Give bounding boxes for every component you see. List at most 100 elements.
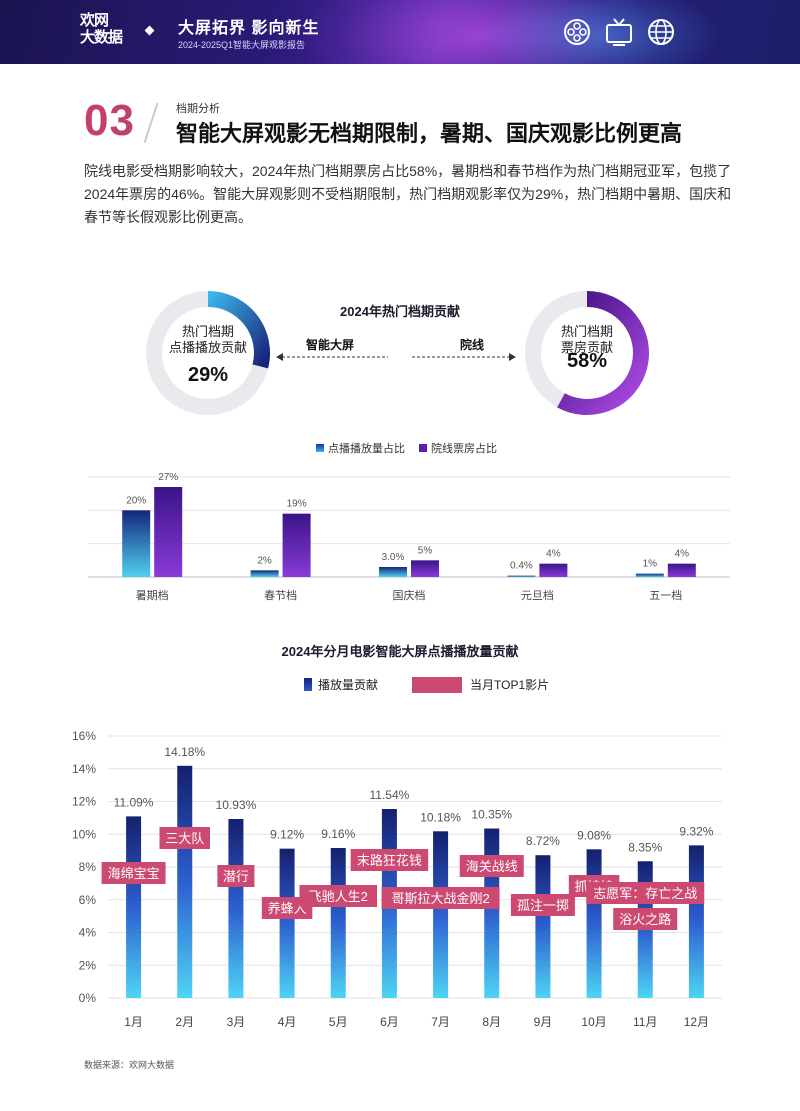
y-tick-label: 8% — [79, 860, 97, 874]
donut-left-value: 29% — [187, 364, 229, 386]
y-tick-label: 14% — [72, 762, 96, 776]
bar-vod — [122, 510, 151, 577]
top1-film-label: 末路狂花钱 — [357, 853, 422, 868]
bar-value-label: 4% — [675, 549, 690, 560]
bar-value-label: 9.08% — [577, 828, 611, 842]
y-tick-label: 12% — [72, 795, 96, 809]
bar-value-label: 20% — [126, 495, 146, 506]
top1-film-label: 养蜂人 — [268, 901, 307, 916]
x-tick-label: 国庆档 — [393, 588, 426, 602]
header-banner: 欢网 大数据 大屏拓界 影向新生 2024-2025Q1智能大屏观影报告 — [0, 0, 800, 64]
x-tick-label: 7月 — [431, 1015, 450, 1029]
bar-value-label: 2% — [257, 555, 272, 566]
section-divider — [143, 102, 159, 144]
top1-film-tag — [586, 882, 705, 904]
top1-film-tag — [613, 908, 678, 930]
bar-value-label: 11.09% — [114, 795, 154, 809]
donut-right-value: 58% — [566, 350, 608, 372]
x-tick-label: 4月 — [278, 1015, 297, 1029]
top1-film-label: 潜行 — [223, 869, 249, 884]
chart1-bars: 20% 27% 暑期档 2% 19% 春节档 3.0% 5% 国庆档 0.4% 4% 元旦档 1% 4% 五… — [122, 472, 696, 602]
top1-film-label: 三大队 — [165, 831, 204, 846]
top1-film-label: 海关战线 — [466, 859, 518, 874]
chart1-legend: 点播播放量占比 院线票房占比 — [316, 440, 511, 456]
section-title: 智能大屏观影无档期限制，暑期、国庆观影比例更高 — [176, 121, 683, 146]
x-tick-label: 元旦档 — [521, 588, 554, 602]
x-tick-label: 3月 — [227, 1015, 246, 1029]
y-tick-label: 4% — [79, 926, 97, 940]
chart2-film-tags: 海绵宝宝三大队潜行养蜂人飞驰人生2末路狂花钱哥斯拉大战金刚2海关战线孤注一掷抓娃… — [101, 827, 705, 930]
x-tick-label: 2月 — [175, 1015, 194, 1029]
bar-value-label: 14.18% — [164, 745, 205, 759]
donut-chart-left — [146, 291, 270, 415]
bar-vod — [250, 570, 279, 577]
bar-value-label: 5% — [418, 545, 433, 556]
legend-item-vod: 点播播放量占比 — [316, 440, 405, 456]
bar-vod — [379, 567, 407, 577]
donut-left-label: 热门档期 点播播放贡献 — [168, 324, 247, 355]
month-bar — [484, 828, 500, 998]
season-bar-chart: 20% 27% 暑期档 2% 19% 春节档 3.0% 5% 国庆档 0.4% 4% 元旦档 1% 4% 五… — [88, 472, 730, 602]
x-tick-label: 12月 — [684, 1015, 709, 1029]
legend-swatch-top1 — [412, 676, 462, 693]
intro-paragraph: 院线电影受档期影响较大，2024年热门档期票房占比58%，暑期档和春节档作为热门… — [84, 163, 732, 225]
monthly-bar-chart: 0% 2% 4% 6% 8% 10% 12% 14% 16% 11.09% 1月 14.18% 2月 1… — [72, 729, 722, 1029]
chart1-gridlines — [88, 476, 730, 578]
chart2-legend-series: 播放量贡献 — [304, 676, 378, 693]
top1-film-tag — [510, 894, 575, 916]
x-tick-label: 6月 — [380, 1015, 399, 1029]
month-bar — [279, 848, 295, 998]
tv-icon — [606, 18, 632, 46]
section-number: 03 — [84, 96, 135, 145]
arrow-right-icon — [412, 353, 516, 361]
brand-logo: 欢网 大数据 — [80, 12, 123, 46]
arrow-left-label: 智能大屏 — [306, 338, 355, 352]
top1-film-label: 哥斯拉大战金刚2 — [391, 891, 489, 906]
month-bar — [177, 765, 193, 998]
chart2-legend-top1: 当月TOP1影片 — [412, 676, 549, 693]
bar-value-label: 9.16% — [321, 827, 355, 841]
bar-boxoffice — [154, 487, 183, 577]
legend-swatch-boxoffice — [419, 444, 427, 452]
bar-value-label: 27% — [158, 472, 178, 483]
bar-boxoffice — [539, 563, 568, 577]
chart2-gridlines: 0% 2% 4% 6% 8% 10% 12% 14% 16% — [72, 729, 722, 1005]
arrow-left-icon — [276, 353, 388, 361]
top1-film-tag — [459, 855, 524, 877]
top1-film-tag — [101, 862, 166, 884]
bar-value-label: 8.72% — [526, 834, 560, 848]
bar-value-label: 4% — [546, 549, 561, 560]
y-tick-label: 0% — [79, 991, 97, 1005]
bar-value-label: 9.12% — [270, 828, 304, 842]
bar-vod — [507, 575, 536, 577]
banner-glow-2 — [470, 0, 730, 64]
top1-film-label: 孤注一掷 — [517, 898, 569, 913]
banner-glow — [300, 0, 660, 64]
bar-vod — [635, 573, 664, 577]
top1-film-label: 浴火之路 — [619, 912, 671, 927]
bar-value-label: 1% — [643, 559, 658, 570]
header-diamond — [144, 25, 155, 36]
bar-value-label: 10.93% — [216, 798, 257, 812]
bar-value-label: 11.54% — [370, 788, 410, 802]
donut-right-arc — [557, 291, 649, 415]
arrow-right-label: 院线 — [460, 338, 485, 352]
x-tick-label: 1月 — [124, 1015, 143, 1029]
bar-boxoffice — [411, 560, 439, 577]
top1-film-tag — [217, 865, 255, 887]
header-subtitle: 2024-2025Q1智能大屏观影报告 — [178, 40, 306, 50]
top1-film-tag — [381, 887, 500, 909]
header-title: 大屏拓界 影向新生 — [178, 20, 320, 37]
bar-value-label: 8.35% — [628, 840, 662, 854]
bar-value-label: 19% — [287, 499, 307, 510]
x-tick-label: 9月 — [534, 1015, 553, 1029]
y-tick-label: 10% — [72, 827, 96, 841]
month-bar — [586, 849, 602, 998]
data-source: 数据来源：欢网大数据 — [84, 1060, 175, 1070]
y-tick-label: 2% — [79, 958, 97, 972]
chart2-title: 2024年分月电影智能大屏点播播放量贡献 — [281, 644, 519, 659]
month-bar — [433, 831, 449, 998]
month-bar — [126, 816, 142, 998]
month-bar — [535, 855, 551, 998]
legend-item-boxoffice: 院线票房占比 — [419, 440, 497, 456]
